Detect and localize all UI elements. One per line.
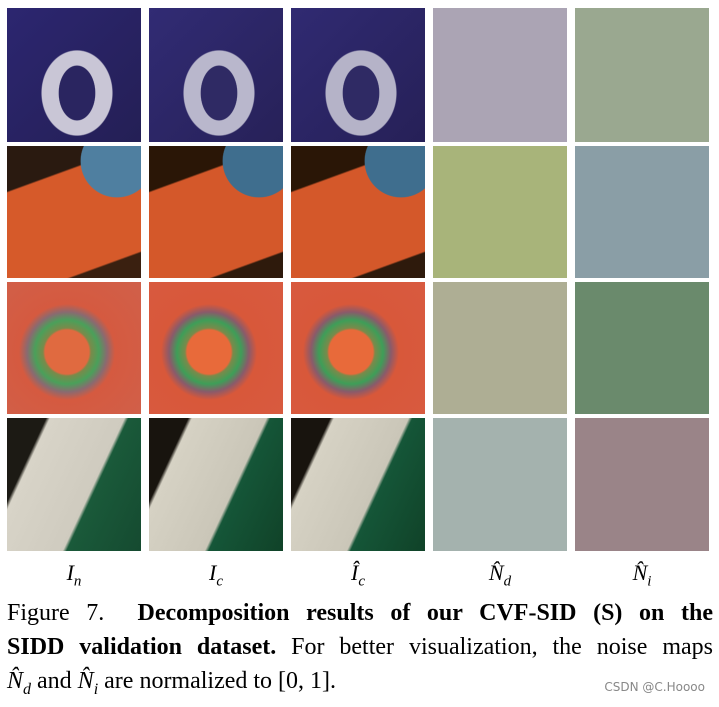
label-main: N̂ bbox=[488, 560, 504, 585]
label-main: N̂ bbox=[632, 560, 648, 585]
label-sub: d bbox=[503, 573, 512, 590]
column-label: N̂i bbox=[575, 560, 709, 590]
image bbox=[149, 8, 283, 142]
image bbox=[7, 282, 141, 414]
image bbox=[7, 8, 141, 142]
caption-bold: SIDD validation dataset. bbox=[7, 634, 277, 660]
column-label: In bbox=[7, 560, 141, 590]
image bbox=[149, 146, 283, 278]
label-sub: n bbox=[73, 573, 82, 590]
label-main: I bbox=[66, 560, 74, 585]
caption-line: N̂d and N̂i are normalized to [0, 1]. bbox=[7, 664, 713, 707]
symbol-main: N̂ bbox=[7, 668, 24, 694]
caption-text: and bbox=[37, 668, 72, 694]
symbol-main: N̂ bbox=[77, 668, 94, 694]
image bbox=[149, 418, 283, 551]
image bbox=[433, 146, 567, 278]
column-label: Ic bbox=[149, 560, 283, 590]
label-sub: c bbox=[358, 573, 365, 590]
label-sub: c bbox=[216, 573, 223, 590]
image bbox=[433, 418, 567, 551]
label-main: Î bbox=[351, 560, 359, 585]
image bbox=[433, 282, 567, 414]
caption-line: Figure 7. Decomposition results of our C… bbox=[7, 596, 713, 630]
symbol-sub: d bbox=[23, 680, 32, 698]
figure-label: Figure 7. bbox=[7, 600, 105, 626]
label-sub: i bbox=[647, 573, 652, 590]
image bbox=[575, 418, 709, 551]
image bbox=[149, 282, 283, 414]
image bbox=[291, 146, 425, 278]
column-label: Îc bbox=[291, 560, 425, 590]
image bbox=[433, 8, 567, 142]
caption-text: For better visualization, the noise maps bbox=[291, 634, 713, 660]
caption-text: are normalized to [0, 1]. bbox=[104, 668, 337, 694]
image bbox=[7, 146, 141, 278]
image bbox=[575, 8, 709, 142]
caption-bold: Decomposition results of our CVF-SID (S)… bbox=[137, 600, 713, 626]
symbol-sub: i bbox=[93, 680, 99, 698]
caption-line: SIDD validation dataset. For better visu… bbox=[7, 630, 713, 664]
image bbox=[291, 418, 425, 551]
image bbox=[7, 418, 141, 551]
image bbox=[291, 282, 425, 414]
column-label: N̂d bbox=[433, 560, 567, 590]
label-main: I bbox=[209, 560, 217, 585]
image bbox=[291, 8, 425, 142]
image bbox=[575, 282, 709, 414]
watermark: CSDN @C.Hoooo bbox=[604, 680, 705, 694]
image bbox=[575, 146, 709, 278]
